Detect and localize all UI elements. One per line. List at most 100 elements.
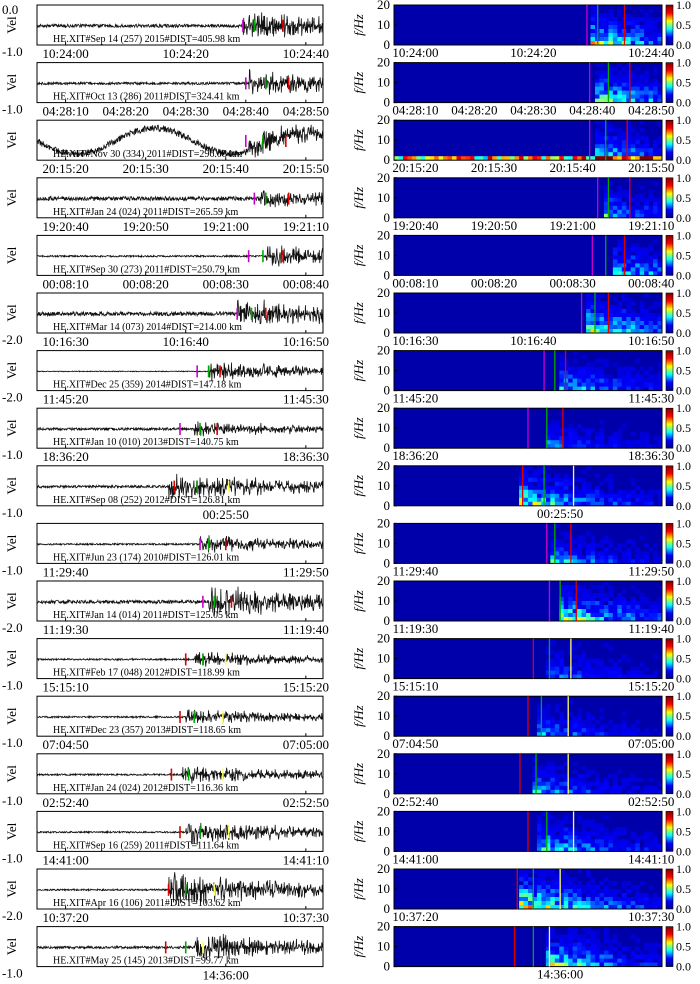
spectrogram-cell bbox=[626, 33, 632, 38]
spectrogram-cell bbox=[657, 597, 663, 602]
spectrogram-cell bbox=[603, 901, 609, 906]
spectrogram-cell bbox=[581, 605, 587, 610]
spectrogram-cell bbox=[657, 267, 663, 272]
spectrogram-cell bbox=[612, 839, 618, 844]
spectrogram-cell bbox=[568, 839, 573, 844]
spectrogram-cell bbox=[617, 70, 623, 75]
spectrogram-cell bbox=[653, 37, 658, 42]
spectrogram-cell bbox=[572, 382, 578, 387]
spectrogram-cell bbox=[599, 317, 605, 322]
spectrogram-cell bbox=[653, 255, 658, 260]
spectrogram-cell bbox=[554, 843, 560, 848]
spectrogram-cell bbox=[586, 559, 591, 564]
spectrogram-cell bbox=[648, 209, 654, 215]
spectrogram-cell bbox=[572, 958, 578, 963]
spectrogram-cell bbox=[536, 465, 542, 471]
spectrogram-cell bbox=[595, 885, 600, 890]
spectrogram-cell bbox=[510, 156, 515, 161]
spectrogram-cell bbox=[563, 938, 569, 943]
spectrogram-cell bbox=[639, 37, 645, 42]
spectrogram-cell bbox=[644, 209, 649, 215]
spectrogram-cell bbox=[528, 489, 533, 495]
spectrogram-cell bbox=[635, 497, 640, 503]
spectrogram-cell bbox=[586, 362, 591, 367]
spectrogram-cell bbox=[630, 21, 636, 26]
spectrogram-cell bbox=[581, 497, 587, 503]
spectrogram-cell bbox=[599, 144, 605, 149]
spectrogram-cell bbox=[599, 889, 605, 894]
waveform-panel: HE.XIT#Jun 23 (174) 2010#DIST=126.01 kmV… bbox=[2, 522, 329, 579]
spectrogram-cell bbox=[590, 930, 596, 935]
spectrogram-cell bbox=[572, 539, 578, 544]
spectrogram-cell bbox=[554, 785, 560, 791]
spectrogram-cell bbox=[581, 954, 587, 959]
spectrogram-cell bbox=[599, 835, 605, 840]
spectrogram-cell bbox=[550, 432, 556, 437]
spectrogram-cell bbox=[648, 94, 654, 99]
spectrogram-cell bbox=[563, 720, 569, 725]
spectrogram-cell bbox=[586, 881, 591, 886]
spectrogram-cell bbox=[563, 901, 569, 906]
spectrogram-cell bbox=[644, 136, 649, 141]
spectrogram-cell bbox=[559, 889, 565, 894]
spectrogram-cell bbox=[644, 962, 649, 967]
spectrogram-cell bbox=[590, 539, 596, 544]
spectrogram-cell bbox=[644, 78, 649, 83]
spectrogram-cell bbox=[653, 559, 658, 564]
spectrogram-cell bbox=[586, 432, 591, 437]
spectrogram-cell bbox=[648, 901, 654, 906]
spectrogram-cell bbox=[536, 901, 542, 906]
spectrogram-cell bbox=[554, 889, 560, 894]
spectrogram-cell bbox=[595, 605, 600, 610]
spectrogram-cell bbox=[572, 601, 578, 606]
spectrogram-cell bbox=[590, 5, 596, 10]
spectrogram-cell bbox=[563, 485, 569, 491]
spectrogram-cell bbox=[608, 646, 614, 651]
spectrogram-cell bbox=[599, 905, 605, 910]
spectrogram-cell bbox=[599, 98, 605, 103]
spectrogram-cell bbox=[536, 732, 542, 737]
spectrogram-cell bbox=[595, 370, 600, 375]
spectrogram-cell bbox=[519, 489, 524, 495]
spectrogram-cell bbox=[568, 720, 573, 725]
station-label: HE.XIT#Sep 14 (257) 2015#DIST=405.98 km bbox=[53, 34, 241, 45]
spectrogram-cell bbox=[577, 559, 582, 564]
colorbar-tick-label: 0.0 bbox=[676, 268, 691, 282]
spectrogram-cell bbox=[554, 666, 560, 671]
spectrogram-cell bbox=[536, 704, 542, 709]
spectrogram-cell bbox=[572, 954, 578, 959]
spectrogram-cell bbox=[630, 128, 636, 133]
spectrogram-cell bbox=[590, 493, 596, 499]
spectrogram-ytick-label: 10 bbox=[377, 823, 390, 838]
spectrogram-cell bbox=[657, 897, 663, 902]
spectrogram-cell bbox=[595, 140, 600, 145]
spectrogram-cell bbox=[536, 497, 542, 503]
spectrogram-cell bbox=[653, 905, 658, 910]
spectrogram-cell bbox=[612, 501, 618, 507]
spectrogram-cell bbox=[639, 148, 645, 153]
spectrogram-cell bbox=[559, 531, 565, 536]
spectrogram-cell bbox=[617, 958, 623, 963]
waveform-ylabel: Vel bbox=[4, 534, 19, 552]
spectrogram-cell bbox=[572, 946, 578, 951]
waveform-ymin: -1.0 bbox=[2, 850, 23, 865]
spectrogram-cell bbox=[653, 489, 658, 495]
waveform-panel: HE.XIT#Jan 24 (024) 2012#DIST=116.36 kmV… bbox=[2, 753, 329, 810]
spectrogram-ytick-label: 10 bbox=[377, 247, 390, 262]
spectrogram-cell bbox=[590, 33, 596, 38]
spectrogram-cell bbox=[568, 609, 573, 614]
colorbar-tick-label: 1.0 bbox=[676, 0, 691, 12]
spectrogram-cell bbox=[568, 440, 573, 445]
spectrogram-xtick-label: 20:15:30 bbox=[471, 160, 517, 175]
spectrogram-cell bbox=[635, 613, 640, 618]
spectrogram-cell bbox=[599, 86, 605, 91]
spectrogram-cell bbox=[541, 869, 547, 874]
spectrogram-cell bbox=[577, 613, 582, 618]
spectrogram-cell bbox=[617, 156, 623, 161]
spectrogram-cell bbox=[644, 329, 649, 334]
spectrogram-cell bbox=[550, 950, 556, 955]
row-6: HE.XIT#Mar 14 (073) 2014#DIST=214.00 kmV… bbox=[2, 285, 691, 349]
spectrogram-cell bbox=[603, 593, 609, 598]
spectrogram-cell bbox=[608, 543, 614, 548]
spectrogram-cell bbox=[644, 267, 649, 272]
